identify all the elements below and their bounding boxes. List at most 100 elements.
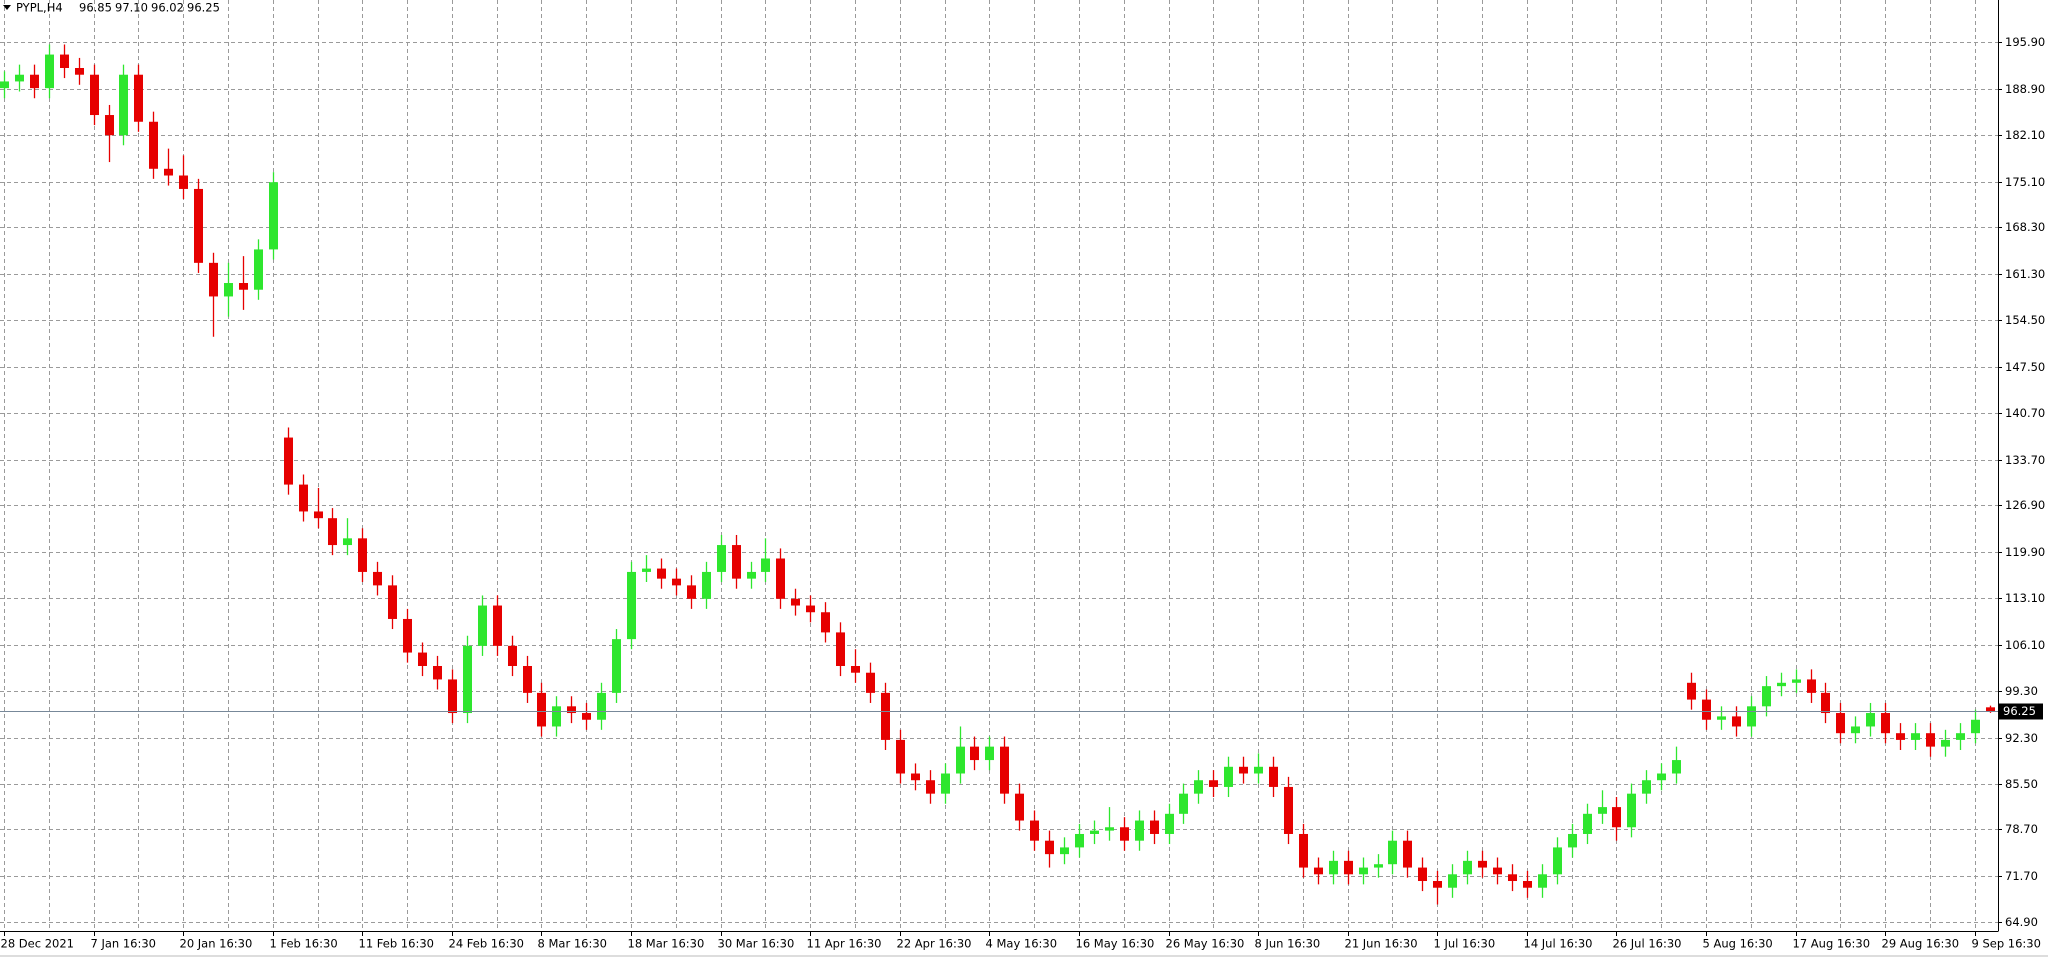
x-tick-label: 29 Aug 16:30	[1882, 937, 1960, 951]
candle-body	[1433, 881, 1442, 888]
candle-body	[1926, 733, 1935, 747]
y-tick-label: 175.10	[2005, 175, 2045, 189]
candle-body	[1478, 860, 1487, 868]
candle-body	[1612, 807, 1621, 828]
candle-body	[1657, 773, 1666, 781]
candle-body	[1821, 692, 1830, 714]
candle-body	[761, 558, 770, 572]
x-tick-label: 1 Jul 16:30	[1434, 937, 1496, 951]
candle-body	[1792, 679, 1801, 683]
candle-body	[926, 780, 935, 794]
candle-body	[15, 74, 24, 82]
candle-body	[1000, 746, 1009, 794]
candle-body	[164, 168, 173, 176]
candle-body	[1329, 860, 1338, 875]
candle-body	[941, 773, 950, 794]
candle-body	[612, 639, 621, 693]
candle-body	[1911, 733, 1920, 740]
candle-body	[358, 538, 367, 572]
x-tick-label: 22 Apr 16:30	[897, 937, 972, 951]
candle-body	[1747, 706, 1756, 727]
candle-body	[179, 175, 188, 189]
candle-body	[478, 605, 487, 646]
candle-body	[1299, 833, 1308, 868]
candle-body	[1672, 760, 1681, 774]
candle-body	[1060, 847, 1069, 855]
candle-body	[1866, 713, 1875, 727]
candle-body	[1165, 813, 1174, 834]
x-tick-label: 20 Jan 16:30	[180, 937, 253, 951]
candle-body	[269, 182, 278, 250]
candle-body	[1568, 833, 1577, 848]
x-tick-label: 14 Jul 16:30	[1524, 937, 1593, 951]
candle-body	[1418, 867, 1427, 882]
candle-body	[1986, 707, 1995, 712]
x-tick-label: 26 Jul 16:30	[1613, 937, 1682, 951]
candle-body	[1344, 860, 1353, 875]
x-tick-label: 11 Apr 16:30	[807, 937, 882, 951]
candle-body	[1150, 820, 1159, 834]
candle-body	[1598, 807, 1607, 814]
x-tick-label: 18 Mar 16:30	[628, 937, 705, 951]
candle-body	[284, 437, 293, 485]
y-tick-label: 188.90	[2005, 82, 2045, 96]
candle-body	[1956, 733, 1965, 740]
candle-body	[75, 67, 84, 75]
candle-body	[149, 121, 158, 169]
candle-body	[627, 571, 636, 640]
low-value: 96.02	[151, 1, 184, 15]
candle-body	[1403, 840, 1412, 868]
candle-body	[642, 568, 651, 572]
candle-body	[119, 74, 128, 136]
candle-body	[1314, 867, 1323, 875]
candle-body	[1075, 833, 1084, 848]
candle-body	[1583, 813, 1592, 834]
candle-body	[508, 645, 517, 666]
candle-body	[1687, 682, 1696, 700]
y-tick-label: 71.70	[2005, 869, 2038, 883]
candle-body	[1045, 840, 1054, 855]
candle-body	[791, 598, 800, 606]
y-tick-label: 119.90	[2005, 545, 2045, 559]
candle-body	[956, 746, 965, 774]
candle-body	[776, 558, 785, 599]
grid	[0, 0, 1998, 931]
candle-body	[418, 652, 427, 666]
candle-body	[567, 706, 576, 714]
candle-body	[1448, 874, 1457, 888]
candle-body	[209, 262, 218, 297]
candle-body	[1941, 739, 1950, 747]
candle-body	[1030, 820, 1039, 841]
x-tick-label: 26 May 16:30	[1166, 937, 1245, 951]
candle-body	[1553, 847, 1562, 875]
candle-body	[582, 713, 591, 720]
high-value: 97.10	[115, 1, 148, 15]
candle-body	[747, 571, 756, 579]
candle-body	[970, 746, 979, 761]
candle-body	[851, 665, 860, 673]
candle-body	[687, 585, 696, 599]
candle-body	[1239, 766, 1248, 774]
candle-body	[314, 511, 323, 519]
candle-body	[1881, 713, 1890, 734]
candle-body	[911, 773, 920, 781]
candle-body	[597, 692, 606, 720]
candle-body	[1702, 699, 1711, 720]
candle-body	[448, 679, 457, 714]
candle-body	[343, 538, 352, 546]
candle-body	[254, 249, 263, 290]
candle-body	[373, 571, 382, 586]
y-tick-label: 106.10	[2005, 638, 2045, 652]
candle-body	[881, 692, 890, 740]
x-tick-label: 24 Feb 16:30	[449, 937, 524, 951]
y-tick-label: 78.70	[2005, 822, 2038, 836]
candle-body	[463, 645, 472, 714]
candle-body	[328, 518, 337, 546]
candle-body	[403, 618, 412, 653]
candle-body	[134, 74, 143, 122]
candle-body	[717, 545, 726, 572]
candle-body	[1508, 874, 1517, 882]
